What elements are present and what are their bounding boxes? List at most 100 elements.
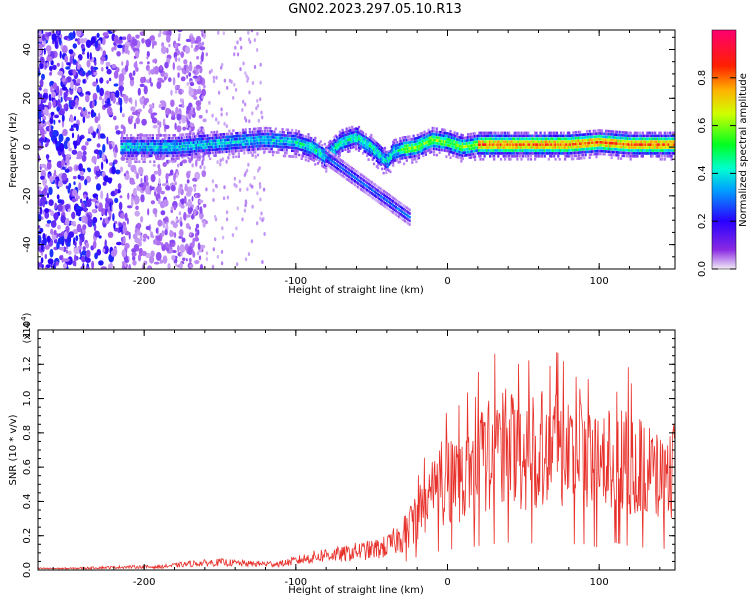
spectrogram-cell [202,221,206,228]
spectrogram-cell [76,209,81,217]
spectrogram-cell [389,170,392,174]
spectrogram-cell [41,110,44,117]
spectrogram-cell [77,134,80,143]
spectrogram-cell [572,157,575,161]
spectrogram-cell [105,91,111,96]
spectrogram-cell [84,216,88,224]
spectrogram-cell [39,202,43,207]
spectrogram-cell [160,79,165,83]
spectrogram-cell [236,206,239,211]
spectrogram-cell [78,182,82,191]
spectrogram-cell [583,156,586,160]
spectrogram-cell [112,213,115,222]
spectrogram-cell [65,136,71,142]
spectrogram-cell [181,160,188,164]
spectrogram-cell [445,155,448,158]
spectrogram-cell [618,130,621,134]
spectrogram-cell [62,128,68,137]
spectrogram-cell [61,61,64,70]
spectrogram-cell [237,152,240,155]
spectrogram-cell [52,64,57,70]
spectrogram-cell [620,157,623,160]
spectrogram-cell [215,75,218,80]
spectrogram-cell [166,47,169,54]
spectrogram-cell [433,127,436,130]
spectrogram-cell [180,136,183,139]
spectrogram-cell [104,208,108,217]
spectrogram-cell [132,157,135,161]
spectrogram-cell [214,154,217,157]
spectrogram-cell [184,46,191,54]
spectrogram-cell [196,155,200,159]
spectrogram-cell [71,132,75,139]
spectrogram-cell [169,109,172,114]
spectrogram-cell [610,156,613,160]
spectrogram-cell [199,206,203,214]
spectrogram-cell [241,108,244,112]
spectrogram-cell [102,181,107,186]
spectrogram-cell [49,65,53,71]
spectrogram-cell [51,91,56,98]
spectrogram-cell [164,61,169,69]
spectrogram-cell [423,130,426,134]
spectrogram-cell [251,154,254,157]
spectrogram-cell [145,225,151,231]
spectrogram-cell [71,198,77,203]
spectrogram-cell [228,129,231,133]
spectrogram-cell [663,155,666,158]
spectrogram-cell [108,112,114,116]
spectrogram-cell [418,153,421,157]
spectrogram-cell [80,198,83,204]
spectrogram-cell [170,116,176,120]
spectrogram-cell [160,242,164,247]
spectrogram-cell [165,173,169,181]
spectrogram-cell [482,158,485,161]
spectrogram-cell [117,44,123,49]
spectrogram-cell [248,128,251,131]
spectrogram-cell [168,134,171,137]
spectrogram-cell [72,175,77,180]
spectrogram-cell [59,142,65,152]
spectrogram-cell [233,82,236,87]
spectrogram-cell [216,254,220,259]
spectrogram-cell [162,162,167,167]
spectrogram-cell [105,61,111,67]
spectrogram-cell [118,222,123,228]
spectrogram-cell [661,155,664,158]
spectrogram-cell [171,255,176,261]
spectrogram-cell [85,141,89,146]
spectrogram-cell [594,129,597,133]
spectrogram-cell [490,131,493,135]
spectrogram-cell [147,61,150,65]
spectrogram-cell [516,158,519,161]
spectrogram-cell [124,64,129,72]
spectrogram-cell [173,232,177,238]
spectrogram-cell [194,194,198,199]
spectrogram-cell [94,60,97,66]
spectrogram-cell [188,170,191,175]
spectrogram-cell [121,61,124,66]
spectrogram-cell [46,62,49,68]
spectrogram-cell [214,214,217,219]
spectrogram-cell [452,154,455,157]
spectrogram-cell [130,106,136,112]
spectrogram-cell [302,154,305,158]
spectrogram-cell [217,90,221,95]
spectrogram-cell [259,127,262,130]
spectrogram-cell [170,206,174,211]
spectrogram-cell [92,66,99,70]
spectrogram-cell [188,257,192,263]
spectrogram-cell [152,66,155,75]
spectrogram-cell [160,210,166,216]
spectrogram-cell [79,239,83,247]
spectrogram-cell [474,158,477,161]
spectrogram-cell [198,158,201,161]
spectrogram-cell [164,137,167,140]
spectrogram-cell [474,152,477,156]
spectrogram-cell [116,241,122,246]
spectrogram-cell [191,91,194,96]
spectrogram-cell [625,131,628,134]
spectrogram-cell [53,212,59,221]
spectrogram-cell [508,155,511,158]
spectrogram-cell [125,157,129,161]
